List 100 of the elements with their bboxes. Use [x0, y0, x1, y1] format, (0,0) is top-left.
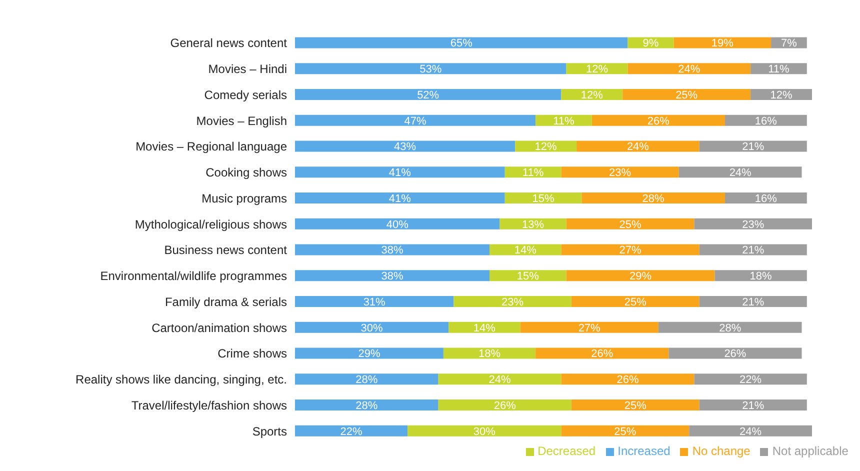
bar — [724, 192, 807, 204]
bar — [724, 114, 807, 126]
bar — [295, 140, 516, 152]
data-label: 26% — [591, 348, 614, 360]
y-tick-label: General news content — [170, 36, 288, 50]
bar — [295, 399, 438, 410]
data-label: 24% — [678, 64, 700, 76]
bar — [694, 218, 812, 230]
bar — [699, 140, 807, 152]
data-label: 23% — [742, 218, 764, 231]
data-label: 26% — [724, 348, 746, 360]
data-label: 28% — [356, 400, 378, 412]
bar — [678, 166, 802, 178]
y-tick-label: Mythological/religious shows — [134, 217, 287, 232]
data-label: 11% — [768, 64, 790, 76]
data-label: 65% — [450, 38, 473, 50]
y-tick-label: Cartoon/animation shows — [152, 320, 287, 335]
bar — [408, 425, 562, 436]
bar — [699, 296, 807, 307]
bar — [438, 399, 572, 410]
data-label: 18% — [750, 270, 772, 283]
bar — [699, 244, 807, 256]
bar — [536, 348, 669, 359]
bar — [622, 88, 751, 100]
bar — [561, 425, 690, 436]
data-label: 14% — [473, 322, 496, 334]
data-label: 18% — [478, 348, 501, 360]
data-label: 25% — [614, 426, 636, 438]
data-label: 28% — [642, 192, 665, 205]
bar — [295, 348, 444, 359]
data-label: 25% — [676, 89, 698, 102]
data-label: 43% — [394, 141, 416, 154]
data-label: 40% — [386, 218, 409, 231]
y-tick-label: Travel/lifestyle/fashion shows — [131, 398, 287, 412]
bar — [566, 270, 715, 282]
data-label: 21% — [742, 400, 764, 412]
data-label: 25% — [619, 218, 642, 231]
bar — [454, 296, 572, 307]
y-tick-label: Movies – Regional language — [136, 140, 288, 154]
legend-label: Not applicable — [772, 444, 848, 458]
bar — [295, 114, 536, 126]
bar — [295, 322, 449, 333]
data-label: 12% — [586, 64, 608, 76]
data-label: 28% — [356, 374, 378, 386]
data-label: 12% — [580, 89, 604, 102]
data-label: 41% — [388, 167, 412, 180]
bar — [295, 374, 438, 385]
data-label: 23% — [502, 296, 524, 308]
bar — [582, 192, 725, 204]
y-tick-label: Movies – Hindi — [208, 62, 287, 76]
y-tick-label: Business news content — [164, 243, 288, 258]
data-label: 11% — [522, 167, 544, 180]
bar — [561, 166, 679, 178]
bar — [295, 63, 566, 74]
data-label: 38% — [381, 244, 404, 257]
data-label: 16% — [754, 115, 778, 128]
data-label: 21% — [742, 296, 764, 308]
bar — [295, 88, 562, 100]
bar — [295, 218, 500, 230]
bar — [295, 166, 505, 178]
bar — [714, 270, 807, 282]
y-tick-label: Crime shows — [218, 346, 287, 361]
bar — [689, 425, 812, 436]
y-tick-label: Reality shows like dancing, singing, etc. — [76, 372, 287, 387]
bar — [576, 140, 700, 152]
data-label: 26% — [494, 400, 516, 412]
data-label: 21% — [742, 141, 764, 154]
data-label: 30% — [360, 322, 383, 334]
data-label: 27% — [578, 322, 601, 334]
bar — [295, 37, 628, 48]
bar — [674, 37, 772, 48]
y-tick-label: Comedy serials — [204, 88, 287, 102]
data-label: 23% — [609, 167, 632, 180]
data-label: 16% — [754, 192, 778, 205]
legend-label: Increased — [618, 444, 670, 458]
y-tick-label: Movies – English — [196, 114, 287, 128]
bar — [628, 63, 751, 74]
legend-label: Decreased — [538, 444, 596, 458]
bar — [561, 244, 700, 256]
data-label: 29% — [630, 270, 652, 283]
data-label: 29% — [358, 348, 380, 360]
y-tick-label: Environmental/wildlife programmes — [100, 269, 287, 284]
data-label: 28% — [719, 322, 742, 334]
bar — [295, 425, 408, 436]
data-label: 22% — [740, 374, 762, 386]
data-label: 11% — [553, 115, 575, 128]
data-label: 53% — [420, 64, 442, 76]
data-label: 12% — [770, 89, 793, 102]
bar — [490, 270, 566, 282]
bar — [438, 374, 562, 385]
y-tick-label: Sports — [252, 424, 287, 438]
bar — [571, 399, 700, 410]
data-label: 15% — [516, 270, 540, 283]
data-label: 7% — [781, 38, 798, 50]
data-label: 52% — [417, 89, 440, 102]
data-label: 31% — [363, 296, 386, 308]
data-label: 22% — [340, 426, 363, 438]
y-tick-label: Family drama & serials — [164, 294, 287, 309]
data-label: 24% — [626, 141, 650, 154]
data-label: 27% — [619, 244, 642, 257]
